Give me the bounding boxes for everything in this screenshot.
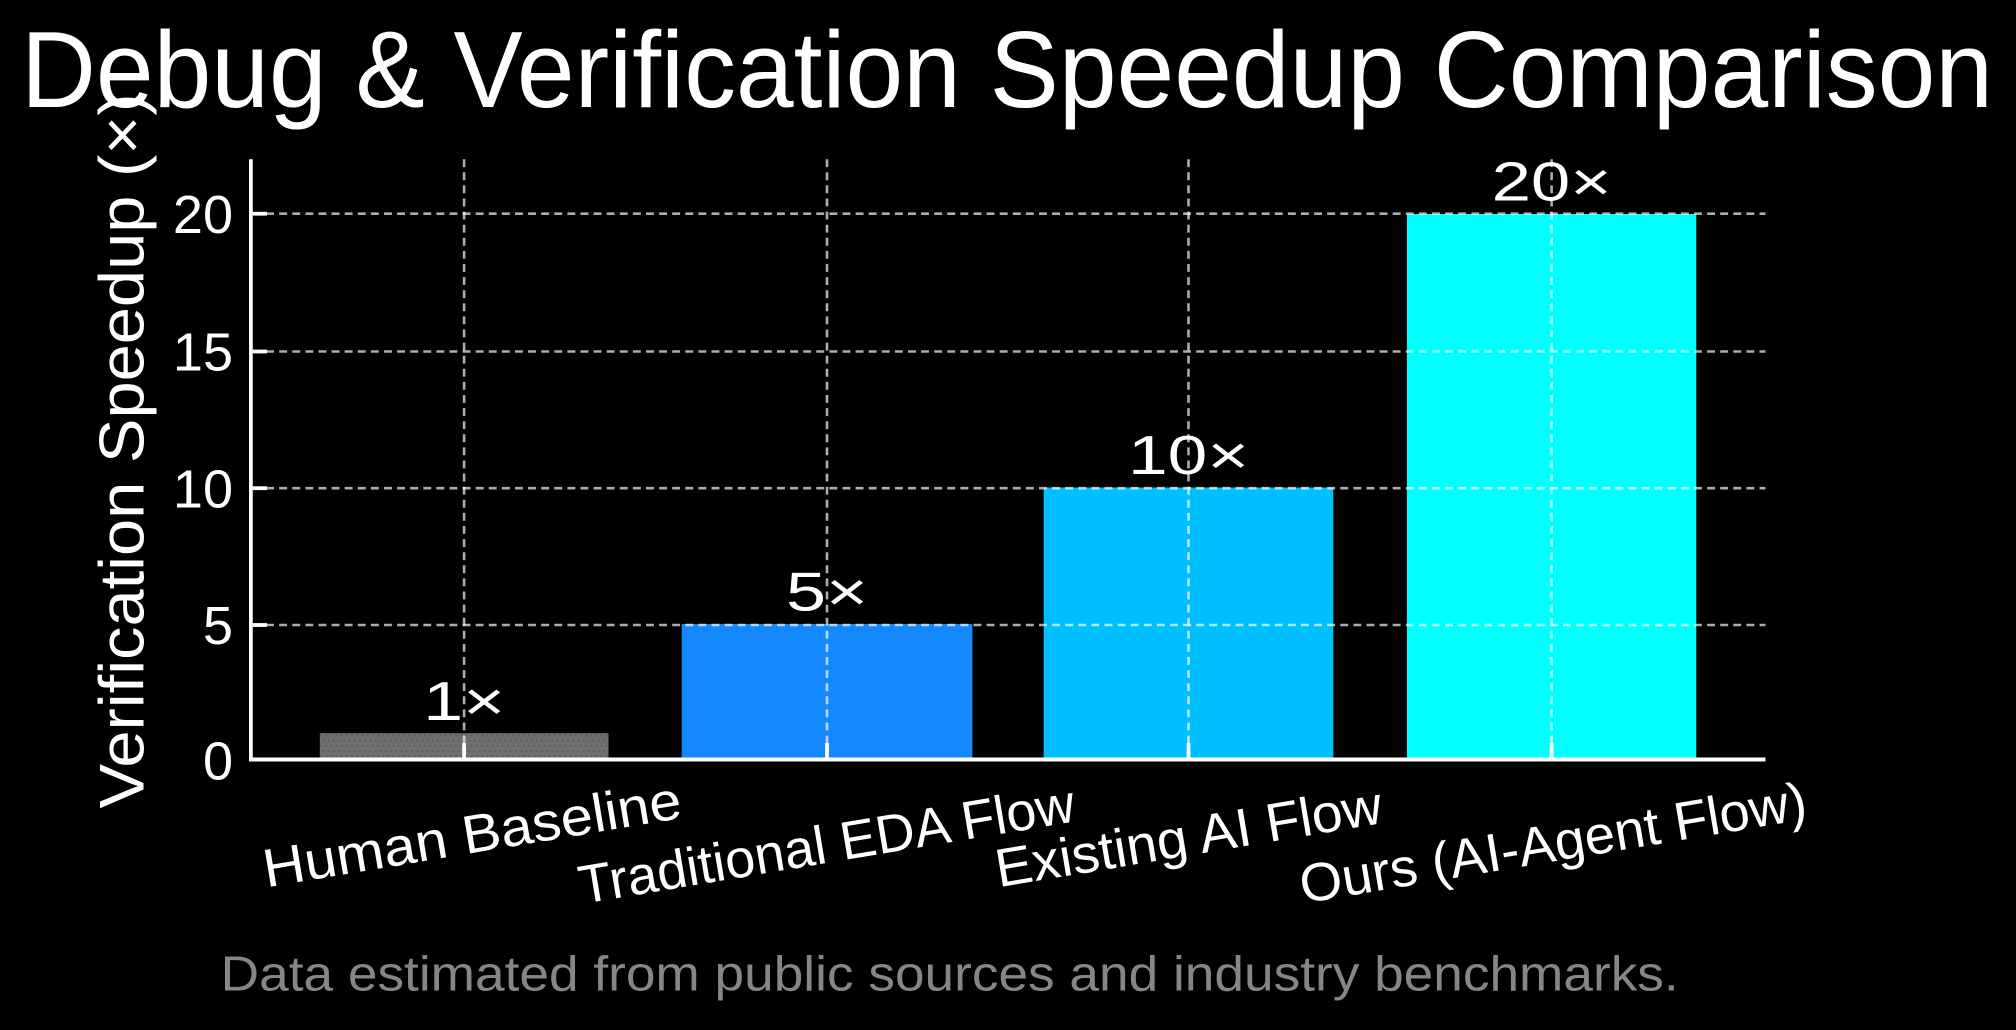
svg-text:20×: 20×: [1492, 151, 1612, 213]
svg-text:5×: 5×: [786, 561, 868, 623]
svg-text:20: 20: [173, 185, 233, 245]
svg-text:5: 5: [203, 596, 233, 656]
svg-text:Verification Speedup (×): Verification Speedup (×): [88, 94, 158, 809]
svg-text:1×: 1×: [423, 670, 505, 732]
svg-text:10: 10: [173, 459, 233, 519]
svg-text:15: 15: [173, 323, 233, 383]
svg-text:0: 0: [203, 732, 233, 792]
svg-text:Data estimated from public sou: Data estimated from public sources and i…: [221, 948, 1679, 1002]
svg-text:Debug & Verification Speedup C: Debug & Verification Speedup Comparison: [21, 9, 1993, 131]
svg-text:10×: 10×: [1128, 424, 1249, 486]
